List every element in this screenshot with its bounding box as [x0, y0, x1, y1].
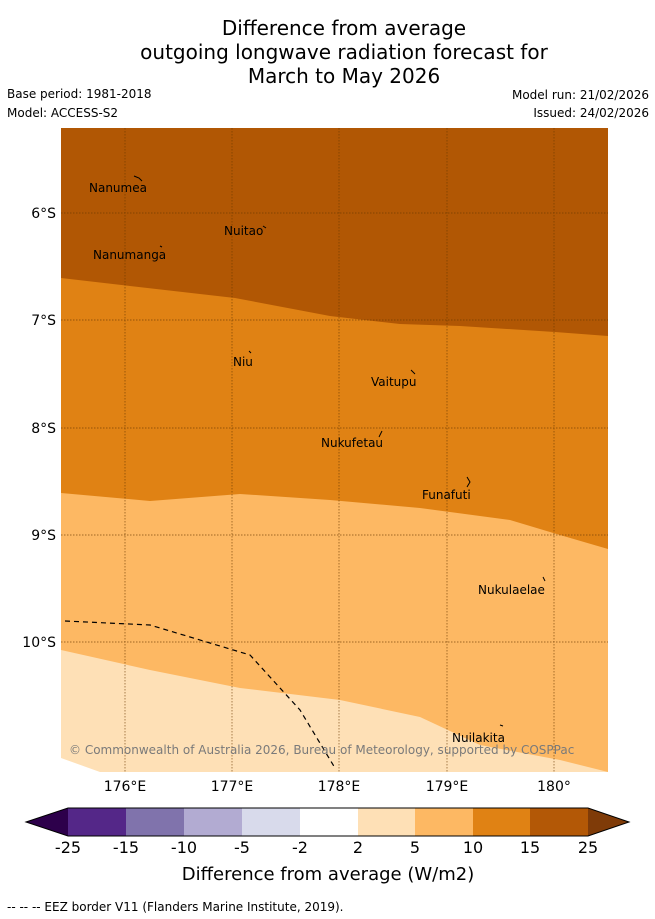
lat-label-7s: 7°S: [31, 313, 56, 329]
issued-date: Issued: 24/02/2026: [533, 106, 649, 120]
island-outlines: [133, 175, 546, 727]
legend-extend-low: [26, 808, 68, 836]
legend-tick: 25: [578, 838, 598, 857]
band-15-25: [61, 128, 608, 336]
lat-label-6s: 6°S: [31, 206, 56, 222]
forecast-map: Nanumea Nuitao Nanumanga Niu Vaitupu Nuk…: [22, 128, 631, 885]
legend-swatch: [184, 808, 242, 836]
island-funafuti-shape: [466, 476, 471, 488]
place-nuilakita: Nuilakita: [452, 731, 505, 745]
island-nanumanga-shape: [159, 245, 163, 248]
lat-label-10s: 10°S: [22, 635, 56, 651]
chart-title: Difference from average outgoing longwav…: [0, 16, 655, 88]
place-nanumanga: Nanumanga: [93, 248, 166, 262]
legend-ticks: -25 -15 -10 -5 -2 2 5 10 15 25: [55, 838, 598, 857]
place-niu: Niu: [233, 355, 253, 369]
island-nuilakita-shape: [499, 724, 504, 727]
lon-label-179e: 179°E: [426, 779, 469, 795]
latitude-labels: 6°S 7°S 8°S 9°S 10°S: [22, 206, 56, 651]
legend-swatch: [68, 808, 126, 836]
legend-title: Difference from average (W/m2): [182, 864, 474, 885]
title-line-2: outgoing longwave radiation forecast for: [140, 40, 548, 64]
place-nukulaelae: Nukulaelae: [478, 583, 545, 597]
legend-tick: 15: [520, 838, 540, 857]
lat-label-8s: 8°S: [31, 421, 56, 437]
base-period: Base period: 1981-2018: [7, 87, 152, 101]
lon-label-178e: 178°E: [318, 779, 361, 795]
band-2-5: [61, 650, 608, 772]
legend-swatch: [473, 808, 530, 836]
eez-border-line: [64, 620, 336, 769]
model-run: Model run: 21/02/2026: [511, 88, 649, 102]
island-nukulaelae-shape: [542, 576, 546, 582]
legend-tick: 2: [353, 838, 363, 857]
copyright-notice: © Commonwealth of Australia 2026, Bureau…: [69, 743, 574, 757]
legend-tick: -2: [292, 838, 308, 857]
title-line-3: March to May 2026: [247, 64, 441, 88]
legend-tick: -15: [113, 838, 139, 857]
legend-colorbar: [24, 807, 631, 837]
legend-swatch: [242, 808, 300, 836]
title-line-1: Difference from average: [221, 16, 467, 40]
map-area: Nanumea Nuitao Nanumanga Niu Vaitupu Nuk…: [61, 128, 608, 772]
legend-swatch: [358, 808, 415, 836]
lon-label-176e: 176°E: [104, 779, 147, 795]
place-nuitao: Nuitao: [224, 224, 263, 238]
legend-tick: -5: [234, 838, 250, 857]
island-vaitupu-shape: [410, 369, 416, 375]
eez-footnote: -- -- -- EEZ border V11 (Flanders Marine…: [7, 900, 344, 914]
legend-swatch: [415, 808, 473, 836]
island-nukufetau-shape: [378, 430, 383, 438]
model-name: Model: ACCESS-S2: [7, 106, 119, 120]
place-vaitupu: Vaitupu: [371, 375, 417, 389]
lat-label-9s: 9°S: [31, 528, 56, 544]
island-nanumea-shape: [133, 175, 143, 182]
lon-label-177e: 177°E: [211, 779, 254, 795]
lon-label-180: 180°: [537, 779, 571, 795]
legend-outline: [24, 807, 631, 837]
legend-tick: 10: [463, 838, 483, 857]
place-funafuti: Funafuti: [422, 488, 471, 502]
legend-tick: 5: [410, 838, 420, 857]
place-labels: Nanumea Nuitao Nanumanga Niu Vaitupu Nuk…: [89, 181, 545, 745]
place-nukufetau: Nukufetau: [321, 436, 383, 450]
legend-swatch: [126, 808, 184, 836]
legend-tick: -25: [55, 838, 81, 857]
place-nanumea: Nanumea: [89, 181, 147, 195]
legend-tick: -10: [171, 838, 197, 857]
legend-swatch: [300, 808, 358, 836]
band-near-zero: [61, 758, 100, 772]
legend-swatch: [530, 808, 588, 836]
island-niu-shape: [248, 350, 252, 354]
longitude-labels: 176°E 177°E 178°E 179°E 180°: [104, 779, 571, 795]
legend-extend-high: [588, 808, 629, 836]
island-nuitao-shape: [262, 225, 267, 229]
graticule: [61, 128, 608, 772]
